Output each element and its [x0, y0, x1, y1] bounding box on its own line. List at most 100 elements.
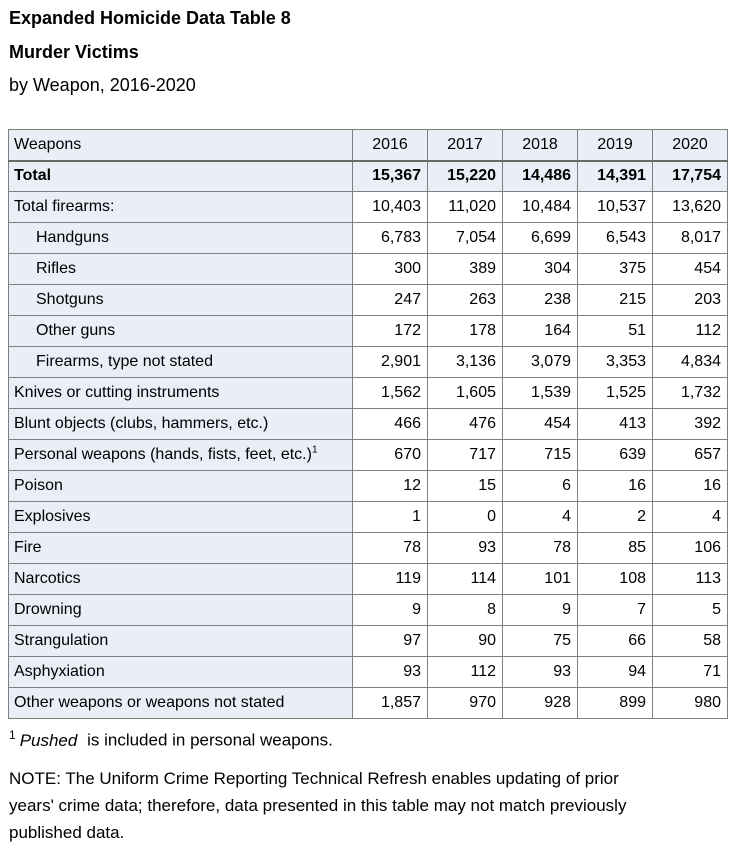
cell-value: 3,079 — [502, 346, 578, 378]
cell-value: 657 — [652, 439, 728, 471]
cell-value: 4 — [652, 501, 728, 533]
cell-value: 9 — [352, 594, 428, 626]
cell-value: 16 — [577, 470, 653, 502]
row-label: Asphyxiation — [8, 656, 353, 688]
table-header: Weapons 2016 2017 2018 2019 2020 — [8, 129, 728, 162]
cell-value: 75 — [502, 625, 578, 657]
row-label: Explosives — [8, 501, 353, 533]
cell-value: 93 — [502, 656, 578, 688]
table-row: Rifles 300 389 304 375 454 — [8, 253, 728, 285]
cell-value: 304 — [502, 253, 578, 285]
cell-value: 1,605 — [427, 377, 503, 409]
column-header-year: 2018 — [502, 129, 578, 162]
cell-value: 101 — [502, 563, 578, 595]
table-row: Other guns 172 178 164 51 112 — [8, 315, 728, 347]
cell-value: 10,484 — [502, 191, 578, 223]
cell-value: 6,783 — [352, 222, 428, 254]
cell-value: 94 — [577, 656, 653, 688]
row-label: Knives or cutting instruments — [8, 377, 353, 409]
table-row: Asphyxiation 93 112 93 94 71 — [8, 656, 728, 688]
cell-value: 114 — [427, 563, 503, 595]
row-label: Narcotics — [8, 563, 353, 595]
cell-value: 215 — [577, 284, 653, 316]
cell-value: 1,732 — [652, 377, 728, 409]
cell-value: 78 — [502, 532, 578, 564]
note-line: years' crime data; therefore, data prese… — [9, 795, 627, 815]
cell-value: 112 — [427, 656, 503, 688]
cell-value: 178 — [427, 315, 503, 347]
cell-value: 112 — [652, 315, 728, 347]
column-header-year: 2019 — [577, 129, 653, 162]
table-row: Shotguns 247 263 238 215 203 — [8, 284, 728, 316]
cell-value: 3,136 — [427, 346, 503, 378]
table-row: Explosives 1 0 4 2 4 — [8, 501, 728, 533]
table-row: Other weapons or weapons not stated 1,857… — [8, 687, 728, 719]
table-body: Total 15,367 15,220 14,486 14,391 17,754 Total… — [8, 160, 728, 719]
footnote-marker: 1 — [9, 728, 16, 742]
table-row: Strangulation 97 90 75 66 58 — [8, 625, 728, 657]
cell-value: 375 — [577, 253, 653, 285]
cell-value: 7 — [577, 594, 653, 626]
row-label: Total firearms: — [8, 191, 353, 223]
footnote-text: is included in personal weapons. — [82, 730, 333, 750]
cell-value: 1,539 — [502, 377, 578, 409]
footnote-pushed: 1 Pushed is included in personal weapons. — [9, 728, 734, 751]
table-row: Narcotics 119 114 101 108 113 — [8, 563, 728, 595]
cell-value: 238 — [502, 284, 578, 316]
row-label: Strangulation — [8, 625, 353, 657]
page-subtitle: Murder Victims — [9, 42, 139, 62]
cell-value: 899 — [577, 687, 653, 719]
row-label: Personal weapons (hands, fists, feet, et… — [8, 439, 353, 471]
cell-value: 2,901 — [352, 346, 428, 378]
column-header-year: 2017 — [427, 129, 503, 162]
cell-value: 85 — [577, 532, 653, 564]
cell-value: 172 — [352, 315, 428, 347]
row-label: Other weapons or weapons not stated — [8, 687, 353, 719]
cell-value: 300 — [352, 253, 428, 285]
cell-value: 15,220 — [427, 160, 503, 192]
note-line: NOTE: The Uniform Crime Reporting Techni… — [9, 768, 619, 788]
cell-value: 717 — [427, 439, 503, 471]
cell-value: 164 — [502, 315, 578, 347]
cell-value: 113 — [652, 563, 728, 595]
cell-value: 106 — [652, 532, 728, 564]
cell-value: 97 — [352, 625, 428, 657]
cell-value: 389 — [427, 253, 503, 285]
cell-value: 0 — [427, 501, 503, 533]
cell-value: 4 — [502, 501, 578, 533]
cell-value: 93 — [352, 656, 428, 688]
table-header-row: Weapons 2016 2017 2018 2019 2020 — [8, 129, 728, 162]
cell-value: 78 — [352, 532, 428, 564]
cell-value: 108 — [577, 563, 653, 595]
cell-value: 16 — [652, 470, 728, 502]
row-label: Handguns — [8, 222, 353, 254]
cell-value: 8,017 — [652, 222, 728, 254]
table-row: Firearms, type not stated 2,901 3,136 3,079… — [8, 346, 728, 378]
cell-value: 392 — [652, 408, 728, 440]
column-header-weapons: Weapons — [8, 129, 353, 162]
cell-value: 6,543 — [577, 222, 653, 254]
cell-value: 670 — [352, 439, 428, 471]
cell-value: 476 — [427, 408, 503, 440]
cell-value: 11,020 — [427, 191, 503, 223]
page-subtitle-range: by Weapon, 2016-2020 — [9, 75, 196, 95]
table-row: Poison 12 15 6 16 16 — [8, 470, 728, 502]
cell-value: 928 — [502, 687, 578, 719]
table-row: Total 15,367 15,220 14,486 14,391 17,754 — [8, 160, 728, 192]
cell-value: 454 — [502, 408, 578, 440]
row-label: Drowning — [8, 594, 353, 626]
footnote-reference: 1 — [311, 444, 318, 456]
cell-value: 93 — [427, 532, 503, 564]
cell-value: 1,525 — [577, 377, 653, 409]
cell-value: 263 — [427, 284, 503, 316]
page-title: Expanded Homicide Data Table 8 — [9, 8, 291, 28]
cell-value: 8 — [427, 594, 503, 626]
cell-value: 203 — [652, 284, 728, 316]
cell-value: 71 — [652, 656, 728, 688]
cell-value: 6 — [502, 470, 578, 502]
cell-value: 14,391 — [577, 160, 653, 192]
cell-value: 466 — [352, 408, 428, 440]
cell-value: 2 — [577, 501, 653, 533]
cell-value: 119 — [352, 563, 428, 595]
